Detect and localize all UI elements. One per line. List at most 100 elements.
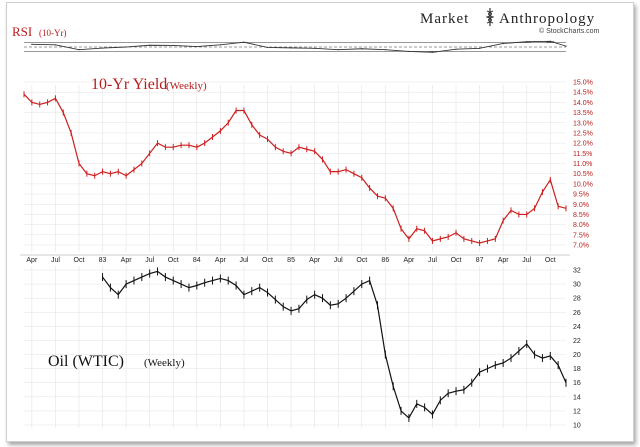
yield-subtitle: (Weekly)	[166, 80, 207, 92]
oil-line	[102, 270, 567, 419]
brand-name-right: Anthropology	[499, 11, 595, 27]
x-tick-label: 85	[287, 257, 295, 264]
oil-tick-label: 30	[573, 282, 581, 289]
rsi-point	[408, 50, 410, 53]
x-tick-label: Apr	[215, 257, 227, 264]
x-tick-label: Oct	[74, 257, 85, 264]
rsi-series	[24, 40, 567, 53]
rsi-point	[243, 41, 245, 43]
yield-tick-label: 9.5%	[573, 192, 589, 199]
yield-tick-label: 12.0%	[573, 141, 593, 148]
oil-panel: Oil (WTIC) (Weekly) 32 30 28 26 24 22 20 18 16 14…	[48, 267, 581, 430]
oil-tick-label: 20	[573, 352, 581, 359]
yield-tick-label: 12.5%	[573, 130, 593, 137]
watermark: © StockCharts.com	[539, 27, 600, 35]
rsi-point	[384, 49, 386, 51]
rsi-point	[526, 41, 528, 43]
x-tick-label: Jul	[428, 257, 437, 264]
yield-tick-label: 10.0%	[573, 181, 593, 188]
oil-axis-ticks: 32 30 28 26 24 22 20 18 16 14 12 10	[573, 268, 581, 430]
yield-tick-label: 8.5%	[573, 212, 589, 219]
oil-subtitle: (Weekly)	[144, 357, 185, 369]
yield-tick-label: 7.5%	[573, 232, 589, 239]
rsi-line	[31, 40, 567, 53]
brand-name-left: Market	[420, 11, 469, 27]
yield-tick-label: 7.0%	[573, 243, 589, 250]
x-tick-label: Oct	[262, 257, 273, 264]
x-tick-label: Jul	[239, 257, 248, 264]
brand-logo: Market Anthropology © StockCharts.com	[420, 8, 600, 35]
oil-title: Oil (WTIC)	[48, 353, 124, 370]
x-tick-label: 87	[476, 257, 484, 264]
oil-tick-label: 12	[573, 408, 581, 415]
yield-tick-label: 13.5%	[573, 110, 593, 117]
yield-title: 10-Yr Yield	[91, 76, 167, 93]
x-tick-label: Oct	[168, 257, 179, 264]
rsi-point	[549, 40, 551, 42]
yield-tick-label: 11.5%	[573, 151, 592, 158]
rsi-point	[290, 47, 292, 49]
x-tick-label: Apr	[121, 257, 133, 264]
rsi-point	[125, 46, 127, 48]
x-tick-label: 86	[381, 257, 389, 264]
rsi-point	[314, 47, 316, 49]
yield-series	[23, 91, 567, 246]
rsi-point	[54, 44, 57, 46]
yield-tick-label: 14.5%	[573, 90, 593, 97]
yield-panel: 10-Yr Yield (Weekly) 15.0% 14.5% 14.0% 13.5…	[23, 76, 593, 250]
rsi-point	[502, 42, 504, 45]
yield-line	[23, 93, 567, 244]
rsi-point	[478, 47, 481, 49]
rsi-point	[196, 45, 198, 48]
rsi-point	[431, 51, 434, 53]
rsi-point	[78, 49, 80, 51]
yield-tick-label: 13.0%	[573, 120, 593, 127]
oil-tick-label: 24	[573, 324, 581, 331]
rsi-point	[565, 45, 567, 47]
rsi-point	[149, 44, 151, 46]
x-axis: Apr Jul Oct 83 Apr Jul Oct 84 Apr Jul Oct 85 Apr Jul O…	[20, 254, 570, 264]
rsi-point	[455, 48, 457, 50]
yield-tick-label: 15.0%	[573, 80, 593, 87]
yield-tick-label: 8.0%	[573, 222, 589, 229]
rsi-panel: RSI (10-Yr)	[12, 24, 567, 53]
yield-axis-ticks: 15.0% 14.5% 14.0% 13.5% 13.0% 12.5% 12.0% 11.5%…	[573, 80, 593, 250]
rsi-point	[219, 44, 221, 46]
rsi-point	[172, 44, 174, 47]
x-tick-label: Oct	[356, 257, 367, 264]
oil-tick-label: 16	[573, 380, 581, 387]
caduceus-icon	[485, 8, 495, 26]
oil-tick-label: 14	[573, 394, 581, 401]
x-tick-label: 84	[193, 257, 201, 264]
x-tick-label: Apr	[26, 257, 38, 264]
x-tick-label: Jul	[145, 257, 154, 264]
x-tick-label: 83	[99, 257, 107, 264]
oil-series	[102, 267, 567, 422]
x-tick-label: Apr	[498, 257, 510, 264]
oil-tick-label: 28	[573, 296, 581, 303]
oil-tick-label: 32	[573, 268, 581, 275]
rsi-extreme-fill	[546, 41, 555, 43]
x-tick-label: Jul	[51, 257, 60, 264]
x-tick-label: Oct	[451, 257, 462, 264]
rsi-point	[266, 46, 269, 49]
rsi-subtitle: (10-Yr)	[39, 28, 67, 38]
oil-tick-label: 22	[573, 338, 581, 345]
grid-layer	[24, 81, 566, 428]
rsi-point	[337, 49, 339, 51]
x-tick-label: Apr	[309, 257, 321, 264]
yield-tick-label: 10.5%	[573, 171, 593, 178]
x-tick-label: Oct	[545, 257, 556, 264]
yield-tick-label: 11.0%	[573, 161, 592, 168]
yield-tick-label: 9.0%	[573, 202, 589, 209]
oil-tick-label: 18	[573, 366, 581, 373]
rsi-point	[101, 47, 104, 49]
x-tick-label: Jul	[522, 257, 531, 264]
oil-tick-label: 26	[573, 310, 581, 317]
rsi-point	[361, 48, 363, 50]
rsi-title: RSI	[12, 24, 32, 39]
x-tick-label: Apr	[403, 257, 415, 264]
yield-tick-label: 14.0%	[573, 100, 593, 107]
rsi-point	[31, 43, 33, 45]
